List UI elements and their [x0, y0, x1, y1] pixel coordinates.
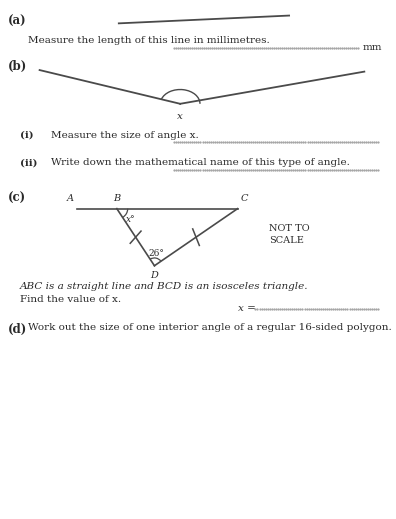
Text: NOT TO
SCALE: NOT TO SCALE	[269, 224, 310, 245]
Text: A: A	[66, 195, 73, 203]
Text: Measure the size of angle x.: Measure the size of angle x.	[51, 131, 199, 140]
Text: C: C	[241, 195, 248, 203]
Text: Write down the mathematical name of this type of angle.: Write down the mathematical name of this…	[51, 158, 350, 167]
Text: B: B	[113, 195, 120, 203]
Text: Find the value of x.: Find the value of x.	[20, 295, 121, 304]
Text: Measure the length of this line in millimetres.: Measure the length of this line in milli…	[28, 36, 269, 45]
Text: (a): (a)	[8, 15, 27, 28]
Text: x: x	[177, 112, 183, 120]
Text: (c): (c)	[8, 192, 26, 205]
Text: (b): (b)	[8, 60, 27, 73]
Text: (ii): (ii)	[20, 158, 37, 167]
Text: (i): (i)	[20, 131, 33, 140]
Text: x =: x =	[238, 304, 255, 313]
Text: Work out the size of one interior angle of a regular 16-sided polygon.: Work out the size of one interior angle …	[28, 323, 392, 332]
Text: mm: mm	[362, 43, 382, 52]
Text: (d): (d)	[8, 323, 27, 336]
Text: D: D	[150, 271, 158, 280]
Text: x°: x°	[126, 215, 135, 224]
Text: 26°: 26°	[148, 249, 164, 258]
Text: ABC is a straight line and BCD is an isosceles triangle.: ABC is a straight line and BCD is an iso…	[20, 282, 308, 291]
